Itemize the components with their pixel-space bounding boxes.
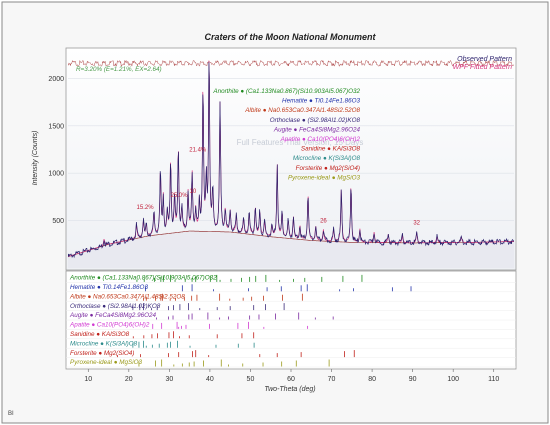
phase-sticks-panel: Anorthite ● (Ca1.133Na0.867)(Si10.903Al5… — [66, 275, 516, 368]
x-tick-label: 90 — [409, 376, 417, 383]
phase-row-label: Augite ● FeCa4Si8Mg2.96O24 — [69, 312, 157, 319]
x-tick-label: 10 — [84, 376, 92, 383]
y-axis-label: Intensity (Counts) — [32, 131, 39, 186]
x-tick-label: 30 — [165, 376, 173, 383]
x-tick-label: 50 — [247, 376, 255, 383]
phase-row-label: Orthoclase ● (Si2.98Al1.02)KO8 — [70, 303, 161, 310]
y-tick-label: 2000 — [48, 76, 64, 83]
background-area — [68, 231, 514, 268]
residual-annotation: R=3.20% (E=1.21%, EX=2.64) — [76, 66, 162, 73]
phase-row-label: Sanidine ● KAlSi3O8 — [70, 331, 130, 338]
phase-legend-entry: Apatite ● Ca10(PO4)6(OH)2 — [280, 136, 361, 143]
x-axis-label: Two-Theta (deg) — [264, 386, 315, 393]
phase-legend-entry: Orthoclase ● (Si2.98Al1.02)KO8 — [270, 117, 361, 124]
peak-labels: 15.2% 25.0% 21.4% 10 26 32 — [137, 147, 421, 226]
y-axis-ticks: 500 1000 1500 2000 — [48, 76, 64, 225]
trial-watermark: Full Features Trial Version, 15 Days — [237, 138, 364, 147]
x-axis-ticks: 10 20 30 40 50 60 70 80 90 100 110 — [84, 369, 499, 383]
peak-label: 25.0% — [171, 193, 189, 199]
x-tick-label: 20 — [125, 376, 133, 383]
y-tick-label: 500 — [52, 218, 64, 225]
phase-legend-entry: Albite ● Na0.653Ca0.347Al1.48Si2.52O8 — [244, 107, 360, 114]
phase-row-label: Anorthite ● (Ca1.133Na0.867)(Si10.903Al5… — [69, 275, 217, 282]
phase-row-label: Pyroxene-ideal ● MgSiO3 — [70, 359, 143, 366]
phase-legend-entry: Pyroxene-ideal ● MgSiO3 — [288, 174, 361, 181]
chart-title: Craters of the Moon National Monument — [205, 32, 377, 42]
grid-lines — [68, 78, 514, 221]
phase-row-label: Albite ● Na0.653Ca0.347Al1.48Si2.52O8 — [69, 293, 185, 300]
phase-legend: Anorthite ● (Ca1.133Na0.867)(Si10.903Al5… — [212, 88, 360, 181]
phase-legend-entry: Sanidine ● KAlSi3O8 — [301, 146, 361, 153]
phase-legend-entry: Forsterite ● Mg2(SiO4) — [296, 165, 360, 172]
main-plot-frame — [65, 47, 517, 271]
x-tick-label: 100 — [447, 376, 459, 383]
series-layer — [68, 59, 514, 268]
phase-legend-entry: Hematite ● Ti0.14Fe1.86O3 — [282, 98, 360, 105]
peak-label: 21.4% — [189, 147, 207, 153]
x-tick-label: 110 — [488, 376, 499, 383]
corner-label: BI — [8, 411, 14, 417]
residual-line — [68, 59, 514, 67]
series-line-observed — [68, 62, 514, 259]
peak-label: 32 — [413, 220, 420, 226]
peak-label: 10 — [190, 189, 197, 195]
y-tick-label: 1500 — [48, 123, 64, 130]
phase-legend-entry: Augite ● FeCa4Si8Mg2.96O24 — [273, 126, 361, 133]
legend-entry: Observed Pattern — [457, 56, 512, 63]
phase-row-label: Forsterite ● Mg2(SiO4) — [70, 350, 134, 357]
peak-label: 15.2% — [137, 205, 155, 211]
y-tick-label: 1000 — [48, 171, 64, 178]
x-tick-label: 80 — [368, 376, 376, 383]
phase-legend-entry: Anorthite ● (Ca1.133Na0.867)(Si10.903Al5… — [212, 88, 360, 95]
x-tick-label: 60 — [287, 376, 295, 383]
phase-legend-entry: Microcline ● K(Si3Al)O8 — [293, 155, 361, 162]
x-tick-label: 40 — [206, 376, 214, 383]
x-tick-label: 70 — [328, 376, 336, 383]
legend-entry: WPF Fitted Pattern — [453, 64, 512, 71]
phase-row-label: Hematite ● Ti0.14Fe1.86O3 — [70, 284, 148, 291]
phase-row-label: Apatite ● Ca10(PO4)6(OH)2 — [69, 322, 150, 329]
peak-label: 26 — [320, 219, 327, 225]
phase-row-label: Microcline ● K(Si3Al)O8 — [70, 340, 138, 347]
